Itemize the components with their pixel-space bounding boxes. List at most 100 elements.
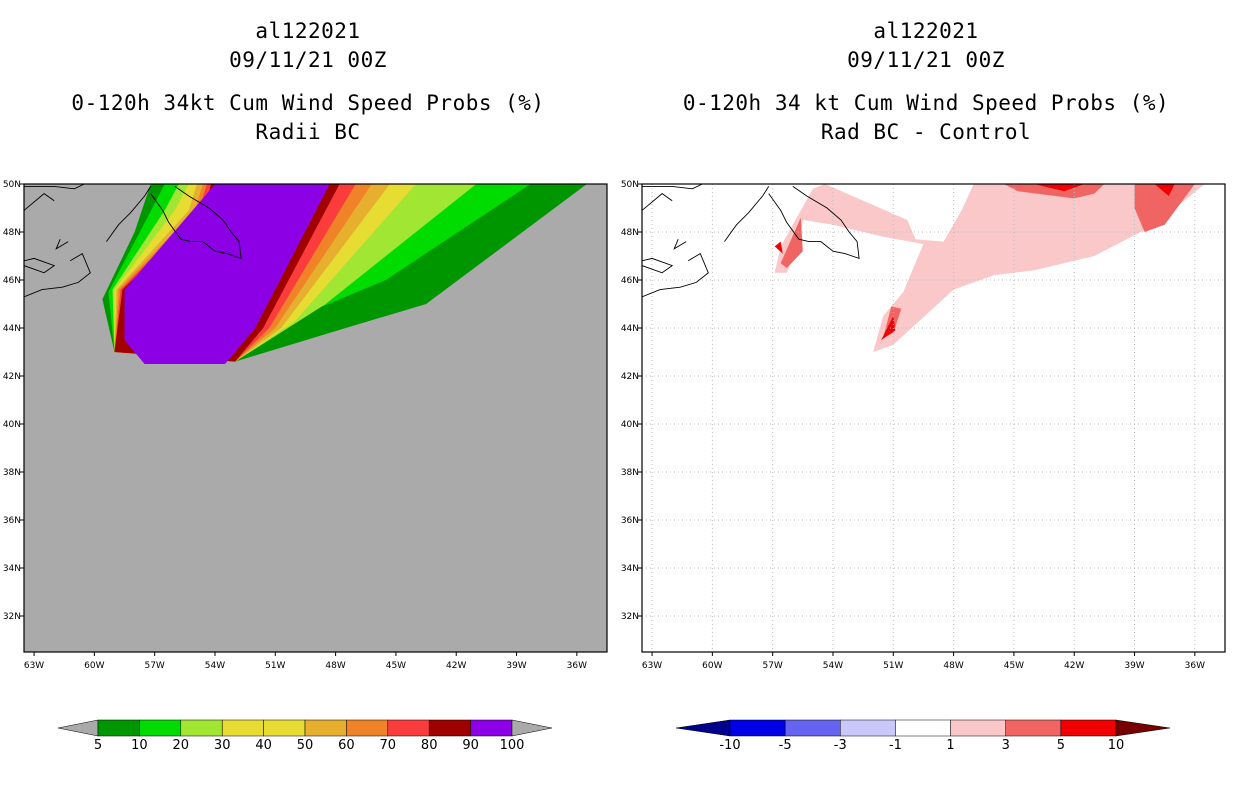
x-tick-label: 54W — [205, 661, 225, 671]
contour-region-5-10 — [1034, 184, 1085, 192]
coastline — [673, 239, 687, 250]
y-tick-label: 32N — [3, 612, 21, 622]
colorbar-swatch — [139, 719, 182, 737]
map-panel-2: 63W 60W 57W 54W 51W 48W 45W 42W 39W 36W 50N 48N 46N 4… — [621, 180, 1226, 671]
contour-region-90-100 — [124, 184, 330, 364]
colorbar-swatch — [97, 719, 140, 737]
y-tick-label: 34N — [3, 564, 21, 574]
colorbar-swatch — [346, 719, 389, 737]
coastline — [642, 252, 709, 298]
y-tick-label: 38N — [621, 468, 639, 478]
contour-region-1-3 — [774, 184, 1205, 352]
map-frame — [641, 183, 1226, 653]
colorbar-label: 60 — [338, 738, 355, 753]
coastline — [55, 239, 69, 250]
colorbar-label: 90 — [462, 738, 479, 753]
right-title-datetime: 09/11/21 00Z — [847, 48, 1005, 72]
colorbar-2: -10 -5 -3 -1 1 3 5 10 — [675, 719, 1171, 753]
colorbar-label: 5 — [1057, 738, 1065, 753]
y-tick-label: 44N — [3, 324, 21, 334]
colorbar-swatch — [304, 719, 347, 737]
coastline — [106, 186, 152, 242]
contour-region-5-10 — [1154, 184, 1175, 196]
colorbar-label: 30 — [214, 738, 231, 753]
colorbar-swatch — [470, 719, 513, 737]
colorbar-swatch — [428, 719, 471, 737]
colorbar-swatch — [1060, 719, 1117, 737]
colorbar-label: -3 — [834, 738, 847, 753]
x-tick-label: 51W — [265, 661, 285, 671]
y-tick-label: 48N — [3, 228, 21, 238]
colorbar-label: 40 — [255, 738, 272, 753]
x-tick-label: 54W — [823, 661, 843, 671]
x-tick-label: 60W — [702, 661, 722, 671]
coastline — [642, 184, 703, 190]
right-title-subtitle: Rad BC - Control — [820, 120, 1032, 144]
y-tick-label: 36N — [3, 516, 21, 526]
coastlines — [24, 184, 242, 298]
y-tick-label: 42N — [3, 372, 21, 382]
x-tick-label: 45W — [1004, 661, 1024, 671]
y-tick-label: 36N — [621, 516, 639, 526]
contour-regions — [102, 184, 587, 364]
x-tick-label: 57W — [762, 661, 782, 671]
x-tick-label: 63W — [24, 661, 44, 671]
y-tick-label: 48N — [621, 228, 639, 238]
coastline — [768, 186, 860, 260]
x-tick-label: 45W — [386, 661, 406, 671]
colorbar-swatch — [840, 719, 896, 737]
x-tick-label: 39W — [506, 661, 526, 671]
colorbar-label: 100 — [500, 738, 525, 753]
y-tick-label: 44N — [621, 324, 639, 334]
contour-regions — [774, 184, 1205, 352]
coastline — [642, 193, 673, 211]
colorbar-label: -10 — [719, 738, 740, 753]
left-title-storm-id: al122021 — [255, 19, 361, 43]
colorbar-swatch — [950, 719, 1006, 737]
colorbar-swatch — [895, 719, 951, 737]
x-tick-label: 51W — [883, 661, 903, 671]
y-tick-label: 40N — [621, 420, 639, 430]
y-tick-label: 32N — [621, 612, 639, 622]
colorbar-under-triangle — [57, 719, 99, 737]
right-title-storm-id: al122021 — [873, 19, 979, 43]
y-tick-label: 46N — [621, 276, 639, 286]
coastline — [24, 193, 55, 211]
coastline — [724, 186, 770, 242]
map-frame — [23, 183, 608, 653]
colorbar-swatch — [1005, 719, 1062, 737]
x-tick-label: 36W — [1185, 661, 1205, 671]
x-tick-label: 39W — [1124, 661, 1144, 671]
left-title-subtitle: Radii BC — [255, 120, 361, 144]
x-tick-label: 60W — [84, 661, 104, 671]
colorbar-swatch — [221, 719, 264, 737]
coastline — [24, 257, 56, 274]
x-tick-label: 36W — [567, 661, 587, 671]
map-panel-1: 63W 60W 57W 54W 51W 48W 45W 42W 39W 36W 50N 48N 46N 4… — [3, 180, 608, 671]
x-tick-label: 42W — [446, 661, 466, 671]
colorbar-label: -1 — [889, 738, 902, 753]
x-tick-label: 48W — [943, 661, 963, 671]
coastlines — [642, 184, 860, 298]
contour-region-3-5 — [1003, 184, 1105, 199]
colorbar-1: 5 10 20 30 40 50 60 70 80 90 100 — [57, 719, 553, 753]
x-tick-label: 48W — [325, 661, 345, 671]
coastline — [24, 184, 85, 190]
y-tick-label: 40N — [3, 420, 21, 430]
coastline — [24, 252, 91, 298]
y-tick-label: 42N — [621, 372, 639, 382]
x-tick-label: 57W — [144, 661, 164, 671]
x-tick-label: 42W — [1064, 661, 1084, 671]
contour-region-5-10 — [881, 316, 896, 340]
colorbar-label: 50 — [297, 738, 314, 753]
contour-region-5-10 — [774, 241, 783, 254]
colorbar-label: 70 — [380, 738, 397, 753]
colorbar-swatch — [263, 719, 306, 737]
colorbar-swatch — [387, 719, 430, 737]
y-tick-label: 38N — [3, 468, 21, 478]
colorbar-label: 80 — [421, 738, 438, 753]
y-tick-label: 50N — [621, 180, 639, 190]
colorbar-label: 20 — [173, 738, 190, 753]
coastline — [642, 257, 674, 274]
